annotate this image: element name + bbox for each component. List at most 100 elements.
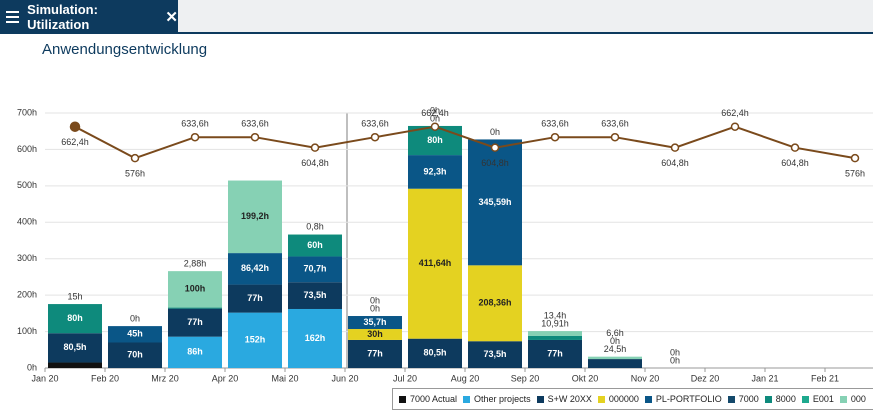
legend-item[interactable]: PL-PORTFOLIO: [645, 394, 722, 404]
bar-value-label: 199,2h: [241, 211, 269, 221]
capacity-point: [132, 155, 139, 162]
bar-segment: [168, 308, 222, 309]
x-tick-label: Jan 21: [751, 373, 778, 383]
legend-item[interactable]: 000000: [598, 394, 639, 404]
capacity-point: [672, 144, 679, 151]
bar-value-label: 86,42h: [241, 263, 269, 273]
capacity-label: 633,6h: [181, 119, 209, 129]
bar-value-label: 2,88h: [184, 259, 207, 269]
x-tick-label: Nov 20: [631, 373, 660, 383]
capacity-label: 604,8h: [301, 158, 329, 168]
capacity-label: 662,4h: [61, 137, 89, 147]
bar-value-label: 45h: [127, 329, 143, 339]
capacity-label: 633,6h: [361, 119, 389, 129]
legend-label: Other projects: [474, 394, 531, 404]
y-tick-label: 0h: [27, 362, 37, 372]
x-tick-label: Aug 20: [451, 373, 480, 383]
bar-value-label: 73,5h: [483, 349, 506, 359]
x-tick-label: Apr 20: [212, 373, 239, 383]
capacity-label: 662,4h: [421, 108, 449, 118]
bar-value-label: 411,64h: [419, 258, 452, 268]
y-tick-label: 700h: [17, 107, 37, 117]
capacity-label: 576h: [125, 169, 145, 179]
bar-value-label: 152h: [245, 335, 266, 345]
legend-item[interactable]: 8000: [765, 394, 796, 404]
x-tick-label: Mrz 20: [151, 373, 179, 383]
legend-label: 7000 Actual: [410, 394, 457, 404]
legend-swatch: [537, 396, 544, 403]
bar-value-label: 60h: [307, 240, 323, 250]
legend-label: S+W 20XX: [548, 394, 592, 404]
legend-swatch: [802, 396, 809, 403]
bar-segment: [528, 331, 582, 336]
bar-value-label: 15h: [67, 291, 82, 301]
capacity-point: [552, 134, 559, 141]
bar-value-label: 100h: [185, 284, 206, 294]
legend-swatch: [645, 396, 652, 403]
legend-label: 7000: [739, 394, 759, 404]
bar-value-label: 30h: [367, 329, 383, 339]
capacity-label: 604,8h: [781, 158, 809, 168]
legend-swatch: [598, 396, 605, 403]
x-tick-label: Jan 20: [31, 373, 58, 383]
legend-swatch: [765, 396, 772, 403]
bar-value-label: 77h: [187, 317, 203, 327]
bar-value-label: 77h: [247, 293, 263, 303]
legend-item[interactable]: 7000: [728, 394, 759, 404]
legend-swatch: [463, 396, 470, 403]
bar-value-label: 80h: [67, 313, 83, 323]
y-tick-label: 400h: [17, 217, 37, 227]
y-tick-label: 200h: [17, 290, 37, 300]
capacity-label: 633,6h: [241, 119, 269, 129]
bar-value-label: 0h: [370, 295, 380, 305]
capacity-point: [432, 123, 439, 130]
legend-swatch: [728, 396, 735, 403]
legend-item[interactable]: 7000 Actual: [399, 394, 457, 404]
legend-item[interactable]: S+W 20XX: [537, 394, 592, 404]
x-tick-label: Jun 20: [331, 373, 358, 383]
legend-swatch: [399, 396, 406, 403]
bar-value-label: 86h: [187, 347, 203, 357]
bar-value-label: 0,8h: [306, 222, 324, 232]
legend-item[interactable]: Other projects: [463, 394, 531, 404]
y-tick-label: 500h: [17, 180, 37, 190]
capacity-point: [612, 134, 619, 141]
bar-value-label: 70h: [127, 350, 143, 360]
bar-value-label: 77h: [547, 348, 563, 358]
x-tick-label: Mai 20: [271, 373, 298, 383]
legend-item[interactable]: 000: [840, 394, 866, 404]
x-tick-label: Okt 20: [572, 373, 599, 383]
capacity-point: [732, 123, 739, 130]
legend-swatch: [840, 396, 847, 403]
bar-value-label: 6,6h: [606, 328, 624, 338]
legend-label: 000000: [609, 394, 639, 404]
legend-label: 000: [851, 394, 866, 404]
legend-label: PL-PORTFOLIO: [656, 394, 722, 404]
legend-label: 8000: [776, 394, 796, 404]
x-tick-label: Jul 20: [393, 373, 417, 383]
bar-segment: [528, 336, 582, 340]
capacity-label: 604,8h: [481, 158, 509, 168]
chart-title: Anwendungsentwicklung: [42, 41, 207, 58]
bar-value-label: 92,3h: [423, 166, 446, 176]
bar-value-label: 0h: [130, 313, 140, 323]
bar-value-label: 73,5h: [303, 290, 326, 300]
capacity-label: 662,4h: [721, 108, 749, 118]
capacity-point: [492, 144, 499, 151]
capacity-label: 604,8h: [661, 158, 689, 168]
bar-value-label: 80,5h: [63, 342, 86, 352]
bar-value-label: 80,5h: [423, 348, 446, 358]
bar-value-label: 0h: [670, 347, 680, 357]
bar-value-label: 208,36h: [478, 298, 511, 308]
y-tick-label: 300h: [17, 253, 37, 263]
legend-item[interactable]: E001: [802, 394, 834, 404]
bar-value-label: 162h: [305, 333, 326, 343]
bar-value-label: 35,7h: [363, 317, 386, 327]
x-tick-label: Feb 21: [811, 373, 839, 383]
bar-value-label: 345,59h: [478, 197, 511, 207]
bar-value-label: 70,7h: [303, 264, 326, 274]
legend: 7000 Actual Other projects S+W 20XX 000000 P…: [392, 388, 873, 410]
bar-segment: [588, 357, 642, 359]
chart: Anwendungsentwicklung 0h 100h 200h 300h 400h…: [0, 0, 873, 388]
